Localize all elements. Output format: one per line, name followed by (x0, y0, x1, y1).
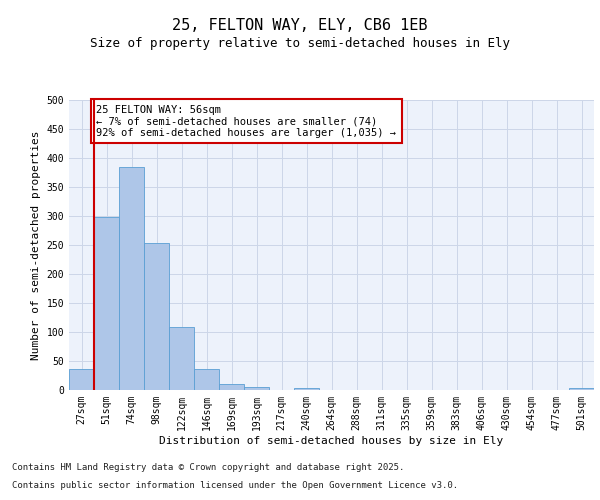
Bar (94, 217, 119, 390)
Bar (169, 328, 194, 390)
Bar (144, 242, 169, 390)
Text: Size of property relative to semi-detached houses in Ely: Size of property relative to semi-detach… (90, 38, 510, 51)
Bar (219, 384, 244, 390)
Text: 25, FELTON WAY, ELY, CB6 1EB: 25, FELTON WAY, ELY, CB6 1EB (172, 18, 428, 32)
Bar (569, 388, 594, 390)
Text: 25 FELTON WAY: 56sqm
← 7% of semi-detached houses are smaller (74)
92% of semi-d: 25 FELTON WAY: 56sqm ← 7% of semi-detach… (97, 104, 397, 138)
Y-axis label: Number of semi-detached properties: Number of semi-detached properties (31, 130, 41, 360)
Text: Contains public sector information licensed under the Open Government Licence v3: Contains public sector information licen… (12, 481, 458, 490)
Bar (244, 386, 269, 390)
Bar (194, 368, 219, 390)
Bar (294, 388, 319, 390)
Bar (119, 166, 144, 390)
Text: Contains HM Land Registry data © Crown copyright and database right 2025.: Contains HM Land Registry data © Crown c… (12, 464, 404, 472)
Bar (69, 368, 94, 390)
X-axis label: Distribution of semi-detached houses by size in Ely: Distribution of semi-detached houses by … (160, 436, 503, 446)
